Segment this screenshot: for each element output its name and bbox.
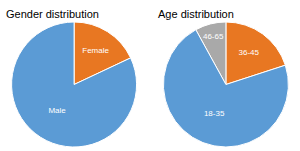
svg-text:Gender distribution: Gender distribution — [6, 8, 99, 20]
svg-text:Age distribution: Age distribution — [158, 8, 234, 20]
svg-text:Male: Male — [48, 106, 66, 115]
svg-text:36-45: 36-45 — [239, 48, 260, 57]
svg-text:46-65: 46-65 — [203, 32, 224, 41]
svg-text:Female: Female — [82, 46, 109, 55]
svg-text:18-35: 18-35 — [204, 109, 225, 118]
